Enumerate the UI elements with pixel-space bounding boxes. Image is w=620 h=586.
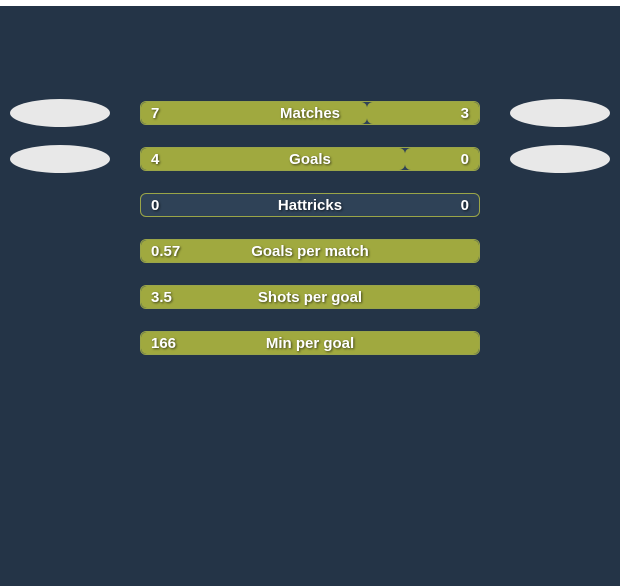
stat-row: 166Min per goal [0, 331, 620, 355]
stat-label: Goals per match [141, 243, 479, 260]
stat-label: Hattricks [141, 197, 479, 214]
stat-bar: 166Min per goal [140, 331, 480, 355]
stat-row: 40Goals [0, 147, 620, 171]
stat-row: 73Matches [0, 101, 620, 125]
stat-label: Shots per goal [141, 289, 479, 306]
stat-bar: 00Hattricks [140, 193, 480, 217]
stat-bar: 0.57Goals per match [140, 239, 480, 263]
stat-label: Goals [141, 151, 479, 168]
stat-bar: 73Matches [140, 101, 480, 125]
player-marker-left [10, 99, 110, 127]
stat-bar: 40Goals [140, 147, 480, 171]
player-marker-left [10, 145, 110, 173]
stat-row: 0.57Goals per match [0, 239, 620, 263]
stat-label: Min per goal [141, 335, 479, 352]
stat-bar: 3.5Shots per goal [140, 285, 480, 309]
stat-label: Matches [141, 105, 479, 122]
stat-row: 00Hattricks [0, 193, 620, 217]
stat-row: 3.5Shots per goal [0, 285, 620, 309]
player-marker-right [510, 145, 610, 173]
player-marker-right [510, 99, 610, 127]
